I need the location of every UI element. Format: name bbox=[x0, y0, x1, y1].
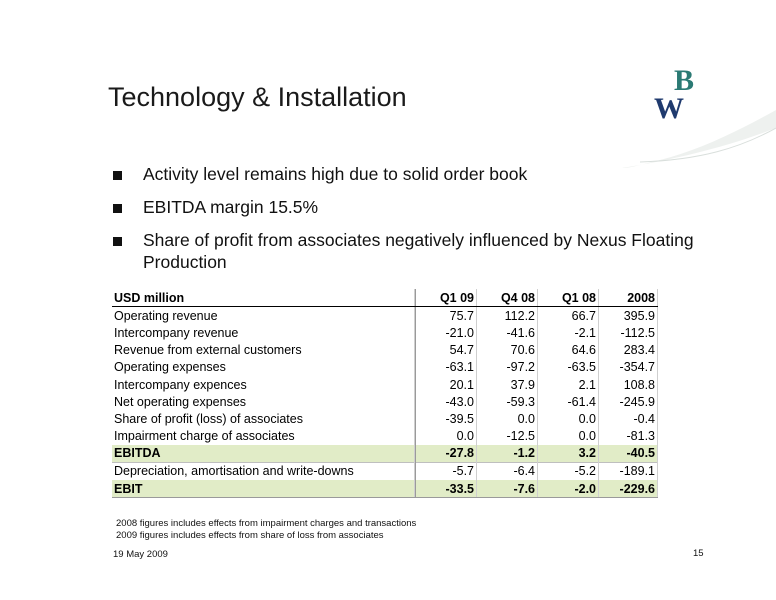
table-cell: -39.5 bbox=[415, 410, 477, 428]
table-row: Intercompany revenue -21.0 -41.6 -2.1 -112.5 bbox=[112, 324, 658, 342]
table-cell: -189.1 bbox=[598, 461, 658, 481]
footnotes: 2008 figures includes effects from impai… bbox=[116, 518, 416, 541]
table-row: Intercompany expences 20.1 37.9 2.1 108.8 bbox=[112, 375, 658, 394]
table-cell: -43.0 bbox=[415, 393, 477, 411]
table-cell: -0.4 bbox=[598, 410, 658, 428]
table-cell: -59.3 bbox=[476, 393, 538, 411]
table-cell: -6.4 bbox=[476, 461, 538, 481]
bullet-text: Share of profit from associates negative… bbox=[143, 230, 694, 272]
page-number: 15 bbox=[693, 548, 704, 559]
bw-logo: B W bbox=[654, 64, 694, 124]
row-label: Revenue from external customers bbox=[112, 341, 415, 359]
table-row: Operating expenses -63.1 -97.2 -63.5 -354.7 bbox=[112, 358, 658, 376]
column-header: Q4 08 bbox=[476, 289, 538, 308]
footer-date: 19 May 2009 bbox=[113, 549, 168, 560]
table-row: EBIT -33.5 -7.6 -2.0 -229.6 bbox=[112, 480, 658, 499]
table-cell: 0.0 bbox=[476, 410, 538, 428]
row-label: Operating revenue bbox=[112, 306, 415, 325]
table-cell: 395.9 bbox=[598, 306, 658, 325]
bullet-item: EBITDA margin 15.5% bbox=[113, 196, 733, 218]
table-cell: 0.0 bbox=[537, 427, 599, 445]
table-cell: 112.2 bbox=[476, 306, 538, 325]
table-cell: -63.1 bbox=[415, 358, 477, 376]
table-cell: -2.0 bbox=[537, 480, 599, 499]
table-cell: -21.0 bbox=[415, 324, 477, 342]
square-bullet-icon bbox=[113, 171, 122, 180]
row-label: Depreciation, amortisation and write-dow… bbox=[112, 461, 415, 481]
table-cell: 0.0 bbox=[537, 410, 599, 428]
table-cell: -1.2 bbox=[476, 444, 538, 463]
table-cell: 283.4 bbox=[598, 341, 658, 359]
column-header: USD million bbox=[112, 289, 415, 308]
table-cell: 37.9 bbox=[476, 375, 538, 394]
row-label: EBIT bbox=[112, 480, 415, 499]
bullet-text: Activity level remains high due to solid… bbox=[143, 164, 528, 184]
row-label: Operating expenses bbox=[112, 358, 415, 376]
table-cell: 2.1 bbox=[537, 375, 599, 394]
table-cell: -112.5 bbox=[598, 324, 658, 342]
table-row: Impairment charge of associates 0.0 -12.5 0… bbox=[112, 427, 658, 445]
table-cell: -229.6 bbox=[598, 480, 658, 499]
bullet-item: Share of profit from associates negative… bbox=[113, 229, 733, 273]
table-cell: 66.7 bbox=[537, 306, 599, 325]
table-cell: -63.5 bbox=[537, 358, 599, 376]
table-cell: -27.8 bbox=[415, 444, 477, 463]
table-cell: -5.2 bbox=[537, 461, 599, 481]
table-cell: -97.2 bbox=[476, 358, 538, 376]
table-header-row: USD million Q1 09 Q4 08 Q1 08 2008 bbox=[112, 289, 658, 308]
table-cell: -245.9 bbox=[598, 393, 658, 411]
table-row: Operating revenue 75.7 112.2 66.7 395.9 bbox=[112, 306, 658, 325]
table-cell: -5.7 bbox=[415, 461, 477, 481]
table-row: Revenue from external customers 54.7 70.6 6… bbox=[112, 341, 658, 359]
table-row: Net operating expenses -43.0 -59.3 -61.4 -24… bbox=[112, 393, 658, 411]
table-cell: 3.2 bbox=[537, 444, 599, 463]
table-cell: -81.3 bbox=[598, 427, 658, 445]
row-label: EBITDA bbox=[112, 444, 415, 463]
footnote: 2008 figures includes effects from impai… bbox=[116, 518, 417, 529]
table-cell: -33.5 bbox=[415, 480, 477, 499]
square-bullet-icon bbox=[113, 204, 122, 213]
table-cell: 70.6 bbox=[476, 341, 538, 359]
table-cell: 20.1 bbox=[415, 375, 477, 394]
table-cell: -2.1 bbox=[537, 324, 599, 342]
square-bullet-icon bbox=[113, 237, 122, 246]
table-cell: 64.6 bbox=[537, 341, 599, 359]
table-row: Share of profit (loss) of associates -39.… bbox=[112, 410, 658, 428]
table-cell: -61.4 bbox=[537, 393, 599, 411]
row-label: Intercompany expences bbox=[112, 375, 415, 394]
financial-table: USD million Q1 09 Q4 08 Q1 08 2008 Opera… bbox=[112, 289, 658, 499]
table-cell: -7.6 bbox=[476, 480, 538, 499]
table-cell: -40.5 bbox=[598, 444, 658, 463]
bullet-text: EBITDA margin 15.5% bbox=[143, 197, 319, 217]
row-label: Net operating expenses bbox=[112, 393, 415, 411]
row-label: Intercompany revenue bbox=[112, 324, 415, 342]
table-cell: 75.7 bbox=[415, 306, 477, 325]
table-cell: -12.5 bbox=[476, 427, 538, 445]
bullet-list: Activity level remains high due to solid… bbox=[113, 163, 733, 284]
table-cell: 54.7 bbox=[415, 341, 477, 359]
table-row: Depreciation, amortisation and write-dow… bbox=[112, 461, 658, 481]
column-header: 2008 bbox=[598, 289, 658, 308]
svg-text:B: B bbox=[674, 64, 694, 97]
column-header: Q1 08 bbox=[537, 289, 599, 308]
table-cell: 0.0 bbox=[415, 427, 477, 445]
table-cell: -354.7 bbox=[598, 358, 658, 376]
slide-title: Technology & Installation bbox=[108, 82, 407, 112]
bullet-item: Activity level remains high due to solid… bbox=[113, 163, 733, 185]
table-cell: 108.8 bbox=[598, 375, 658, 394]
table-cell: -41.6 bbox=[476, 324, 538, 342]
footnote: 2009 figures includes effects from share… bbox=[116, 529, 384, 541]
column-header: Q1 09 bbox=[415, 289, 477, 308]
svg-text:W: W bbox=[654, 92, 684, 124]
row-label: Impairment charge of associates bbox=[112, 427, 415, 445]
row-label: Share of profit (loss) of associates bbox=[112, 410, 415, 428]
table-row: EBITDA -27.8 -1.2 3.2 -40.5 bbox=[112, 444, 658, 463]
